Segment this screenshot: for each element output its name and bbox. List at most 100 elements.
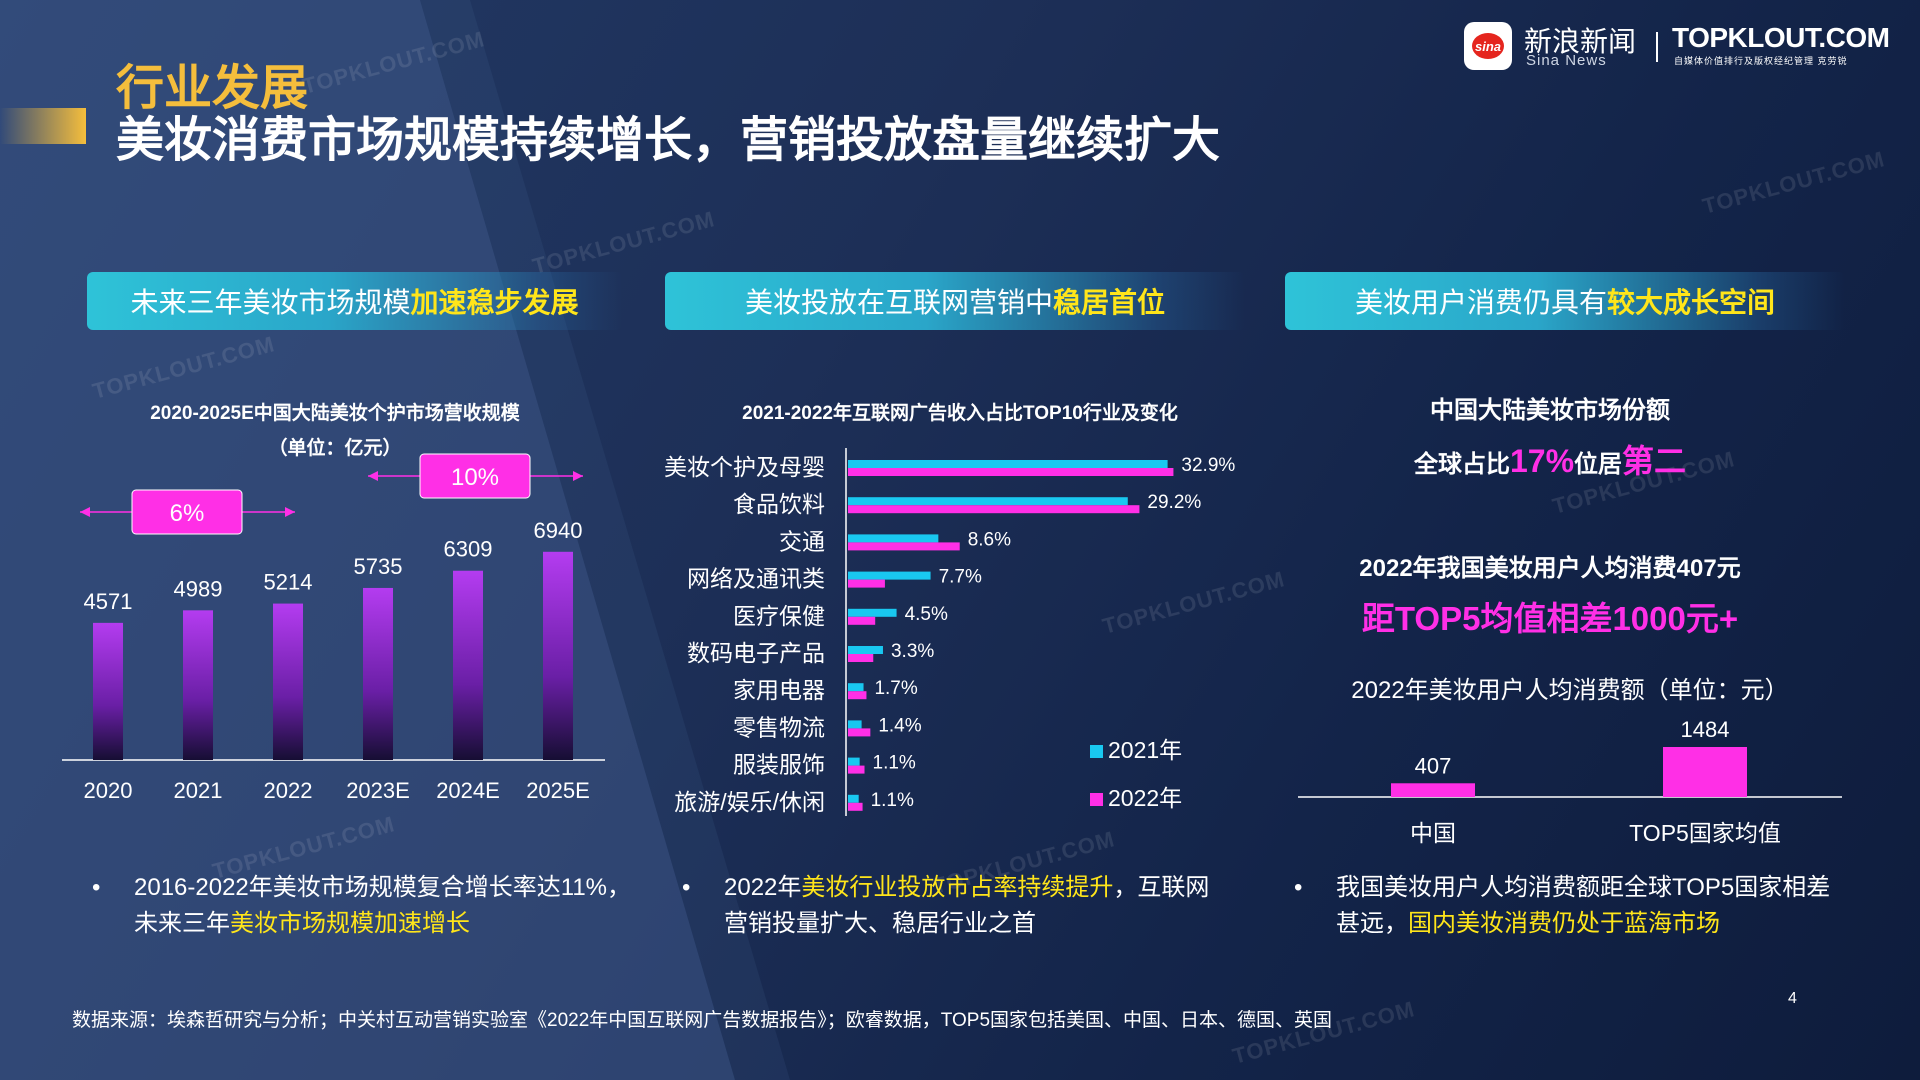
category-label: 美妆个护及母婴 — [664, 454, 825, 480]
page-title: 美妆消费市场规模持续增长，营销投放盘量继续扩大 — [116, 114, 1221, 167]
bar — [453, 570, 483, 760]
per-capita-chart-title: 2022年美妆用户人均消费额（单位：元） — [1351, 677, 1789, 704]
panel-banner-consumer: 美妆用户消费仍具有 较大成长空间 — [1285, 272, 1845, 330]
bar-2022 — [848, 616, 876, 625]
topklout-logo-sub: 自媒体价值排行及版权经纪管理 克劳锐 — [1674, 56, 1848, 66]
bar — [363, 587, 393, 760]
data-label: 7.7% — [939, 567, 982, 588]
category-label: 交通 — [779, 528, 825, 554]
sina-logo-icon: sina — [1464, 22, 1512, 70]
topklout-logo: TOPKLOUT.COM — [1672, 22, 1890, 53]
category-label: 食品饮料 — [733, 491, 825, 517]
bar-2022 — [848, 691, 867, 700]
data-label: 1.1% — [871, 790, 914, 811]
sina-news-name: 新浪新闻 — [1524, 26, 1637, 57]
data-label: 6940 — [534, 518, 583, 543]
growth-badge — [131, 489, 243, 535]
bar — [1391, 783, 1475, 797]
tick-label: 2022 — [264, 778, 313, 803]
tick-label: TOP5国家均值 — [1629, 820, 1781, 846]
bar-2021 — [848, 646, 883, 654]
source-footnote: 数据来源：埃森哲研究与分析；中关村互动营销实验室《2022年中国互联网广告数据报… — [72, 1010, 1333, 1031]
market-chart-title: 2020-2025E中国大陆美妆个护市场营收规模 （单位：亿元） — [150, 403, 520, 459]
share-stat: 全球占比17%位居第二 — [1413, 443, 1687, 479]
data-label: 4571 — [84, 589, 133, 614]
market-size-chart: 4571 2020 4989 2021 5214 2022 5735 2023E 6309 202… — [62, 453, 605, 803]
category-label: 服装服饰 — [733, 752, 825, 778]
bullet-market: • 2016-2022年美妆市场规模复合增长率达11%， 未来三年美妆市场规模加… — [92, 874, 632, 937]
bar-2022 — [848, 542, 960, 551]
growth-arrow-head — [80, 507, 90, 517]
tick-label: 2024E — [436, 778, 500, 803]
data-label: 5735 — [354, 554, 403, 579]
data-label: 5214 — [264, 570, 313, 595]
category-label: 家用电器 — [733, 677, 825, 703]
growth-arrow-head — [285, 507, 295, 517]
tick-label: 2021 — [174, 778, 223, 803]
data-label: 1484 — [1681, 717, 1730, 742]
gap-stat: 距TOP5均值相差1000元+ — [1361, 600, 1739, 637]
panel-banner-market: 未来三年美妆市场规模 加速稳步发展 — [87, 272, 622, 330]
ad-share-chart: 美妆个护及母婴 32.9% 食品饮料 29.2% 交通 8.6% 网络及通讯类 7.7% 医疗保… — [664, 448, 1235, 816]
bullet-consumer: • 我国美妆用户人均消费额距全球TOP5国家相差 甚远，国内美妆消费仍处于蓝海市… — [1294, 874, 1831, 937]
bar-2021 — [848, 794, 859, 803]
logo-divider — [1656, 32, 1658, 62]
bar-2021 — [848, 757, 860, 766]
category-label: 医疗保健 — [733, 603, 825, 629]
ad-chart-title: 2021-2022年互联网广告收入占比TOP10行业及变化 — [742, 403, 1178, 424]
legend-swatch — [1090, 793, 1103, 806]
per-capita-stat: 2022年我国美妆用户人均消费407元 — [1359, 555, 1741, 582]
data-label: 4.5% — [905, 604, 948, 625]
bar-2021 — [848, 497, 1128, 506]
panel-banner-ad: 美妆投放在互联网营销中 稳居首位 — [665, 272, 1245, 330]
category-label: 旅游/娱乐/休闲 — [674, 789, 825, 815]
page-number: 4 — [1788, 990, 1797, 1007]
growth-badge — [419, 453, 531, 499]
legend-swatch — [1090, 745, 1103, 758]
data-label: 8.6% — [968, 529, 1011, 550]
data-label: 1.4% — [878, 715, 921, 736]
sina-news-en: Sina News — [1526, 52, 1607, 69]
category-label: 零售物流 — [733, 714, 825, 740]
growth-arrow-head — [368, 471, 378, 481]
data-label: 1.7% — [874, 678, 917, 699]
growth-arrow-head — [573, 471, 583, 481]
bar-2022 — [848, 728, 871, 737]
bar-2022 — [848, 505, 1140, 514]
category-label: 数码电子产品 — [687, 640, 825, 666]
bullet-ad: • 2022年美妆行业投放市占率持续提升，互联网 营销投量扩大、稳居行业之首 — [682, 874, 1210, 937]
data-label: 6309 — [444, 537, 493, 562]
data-label: 1.1% — [873, 753, 916, 774]
growth-badge-label: 6% — [170, 500, 205, 527]
bar — [93, 622, 123, 760]
bar-2021 — [848, 460, 1168, 468]
legend-label: 2021年 — [1108, 737, 1182, 763]
bar-2022 — [848, 468, 1174, 476]
data-label: 3.3% — [891, 641, 934, 662]
tick-label: 2025E — [526, 778, 590, 803]
bar — [183, 610, 213, 760]
data-label: 32.9% — [1181, 455, 1235, 476]
tick-label: 中国 — [1410, 820, 1456, 846]
data-label: 4989 — [174, 576, 223, 601]
data-label: 407 — [1415, 753, 1452, 778]
bar-2021 — [848, 534, 939, 543]
section-label: 行业发展 — [116, 62, 309, 115]
bar-2021 — [848, 720, 862, 729]
bar-2022 — [848, 579, 885, 588]
bar — [273, 603, 303, 760]
bar — [1663, 747, 1747, 797]
legend-label: 2022年 — [1108, 785, 1182, 811]
per-capita-chart: 407 中国 1484 TOP5国家均值 — [1298, 717, 1842, 846]
tick-label: 2023E — [346, 778, 410, 803]
bar-2022 — [848, 802, 863, 811]
bar-2022 — [848, 765, 865, 774]
bar-2021 — [848, 571, 931, 580]
bar — [543, 551, 573, 760]
bar-2021 — [848, 683, 864, 692]
share-stat-title: 中国大陆美妆市场份额 — [1430, 397, 1670, 424]
growth-badge-label: 10% — [451, 464, 499, 491]
tick-label: 2020 — [84, 778, 133, 803]
bar-2022 — [848, 654, 874, 662]
